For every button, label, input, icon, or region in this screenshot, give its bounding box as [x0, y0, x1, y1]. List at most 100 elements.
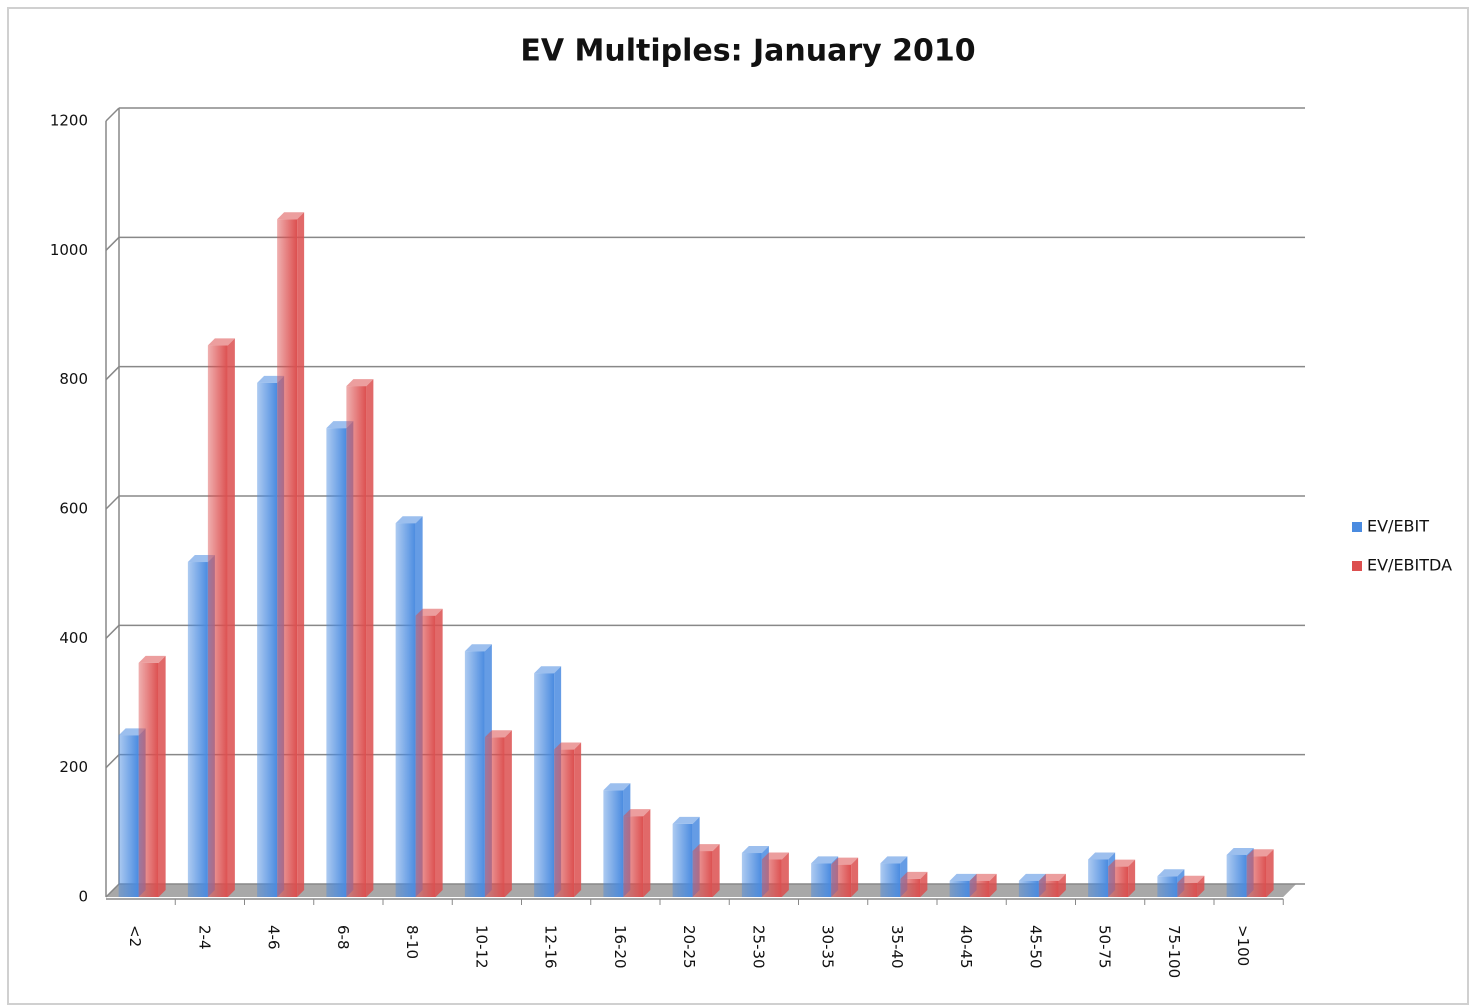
bar-top: [554, 742, 582, 750]
bar-top: [1246, 849, 1274, 857]
grid-connector: [105, 883, 120, 898]
x-tick-label: 4-6: [265, 925, 283, 950]
bar-top: [949, 873, 977, 881]
bar: [118, 735, 139, 897]
bar: [1157, 876, 1178, 897]
bar-top: [484, 730, 512, 738]
bar: [811, 863, 832, 897]
bar: [464, 651, 485, 897]
bar: [900, 878, 921, 897]
bar: [1088, 859, 1109, 897]
bar-top: [1038, 873, 1066, 881]
bar-top: [672, 816, 700, 824]
x-tick-label: 10-12: [472, 925, 490, 969]
x-tick-label: 25-30: [749, 925, 767, 969]
y-tick-label: 1200: [50, 112, 88, 130]
bar: [415, 615, 436, 897]
bar-top: [761, 852, 789, 860]
bar-top: [207, 338, 235, 346]
x-tick-label: 40-45: [957, 925, 975, 969]
bar-side: [643, 809, 651, 897]
bar-side: [1266, 849, 1274, 897]
bar: [554, 749, 575, 897]
x-tick-label: 50-75: [1096, 925, 1114, 969]
bar-side: [712, 844, 720, 897]
x-tick-label: 16-20: [611, 925, 629, 969]
bar-top: [1088, 852, 1116, 860]
bar: [1226, 854, 1247, 897]
bar-top: [831, 857, 859, 865]
bar-side: [1128, 859, 1136, 897]
bar: [1038, 880, 1059, 897]
grid-connector: [105, 236, 120, 251]
x-tick-label: 12-16: [542, 925, 560, 969]
x-tick-label: 30-35: [819, 925, 837, 969]
bar-side: [504, 730, 512, 897]
y-tick-label: 1000: [50, 241, 88, 259]
bar: [761, 859, 782, 897]
grid-connector: [105, 107, 120, 122]
bar-top: [1157, 869, 1185, 877]
legend-label: EV/EBIT: [1367, 517, 1429, 536]
bar: [1246, 856, 1267, 897]
bar-side: [158, 655, 166, 897]
bar: [277, 219, 298, 897]
bar-top: [623, 809, 651, 817]
bar: [969, 880, 990, 897]
bar-top: [1177, 875, 1205, 883]
bar-side: [781, 852, 789, 897]
chart-title: EV Multiples: January 2010: [520, 34, 975, 69]
bar-side: [297, 212, 305, 897]
bar-side: [1058, 873, 1066, 897]
bar-side: [227, 338, 235, 898]
bar: [138, 662, 159, 897]
bar: [1177, 882, 1198, 897]
bar-top: [811, 856, 839, 864]
x-tick-label: 20-25: [680, 925, 698, 969]
y-tick-label: 800: [59, 370, 88, 388]
bar: [187, 562, 208, 897]
bar: [831, 864, 852, 897]
grid-connector: [105, 754, 120, 769]
bar-top: [1108, 859, 1136, 867]
grid-connector: [105, 624, 120, 639]
bar-side: [920, 871, 928, 897]
bar: [623, 816, 644, 897]
bar-top: [880, 856, 908, 864]
bar-side: [366, 379, 374, 898]
bar-top: [415, 608, 443, 616]
legend-swatch: [1352, 561, 1362, 571]
bar: [880, 863, 901, 897]
x-tick-label: 35-40: [888, 925, 906, 969]
x-tick-label: 6-8: [334, 925, 352, 950]
bar: [1018, 880, 1039, 897]
bar-top: [346, 379, 374, 387]
bar-top: [138, 655, 166, 663]
bar-top: [277, 212, 305, 220]
bar-top: [395, 516, 423, 524]
bar-top: [464, 644, 492, 652]
legend-label: EV/EBITDA: [1367, 556, 1452, 575]
grid-connector: [105, 495, 120, 510]
bar: [484, 737, 505, 897]
bar-side: [574, 742, 582, 897]
bar-side: [851, 857, 859, 897]
bar: [257, 382, 278, 897]
bar: [672, 823, 693, 897]
bar-side: [435, 608, 443, 897]
bar-top: [692, 844, 720, 852]
bar-side: [1197, 875, 1205, 897]
bar-top: [969, 873, 997, 881]
x-tick-label: 45-50: [1026, 925, 1044, 969]
x-tick-label: 2-4: [195, 925, 213, 950]
y-tick-label: 600: [59, 500, 88, 518]
bar-top: [900, 871, 928, 879]
bar: [326, 428, 347, 897]
bar-top: [741, 846, 769, 854]
bar: [534, 673, 555, 897]
bar-top: [1226, 847, 1254, 855]
bar: [949, 880, 970, 897]
legend-swatch: [1352, 522, 1362, 532]
